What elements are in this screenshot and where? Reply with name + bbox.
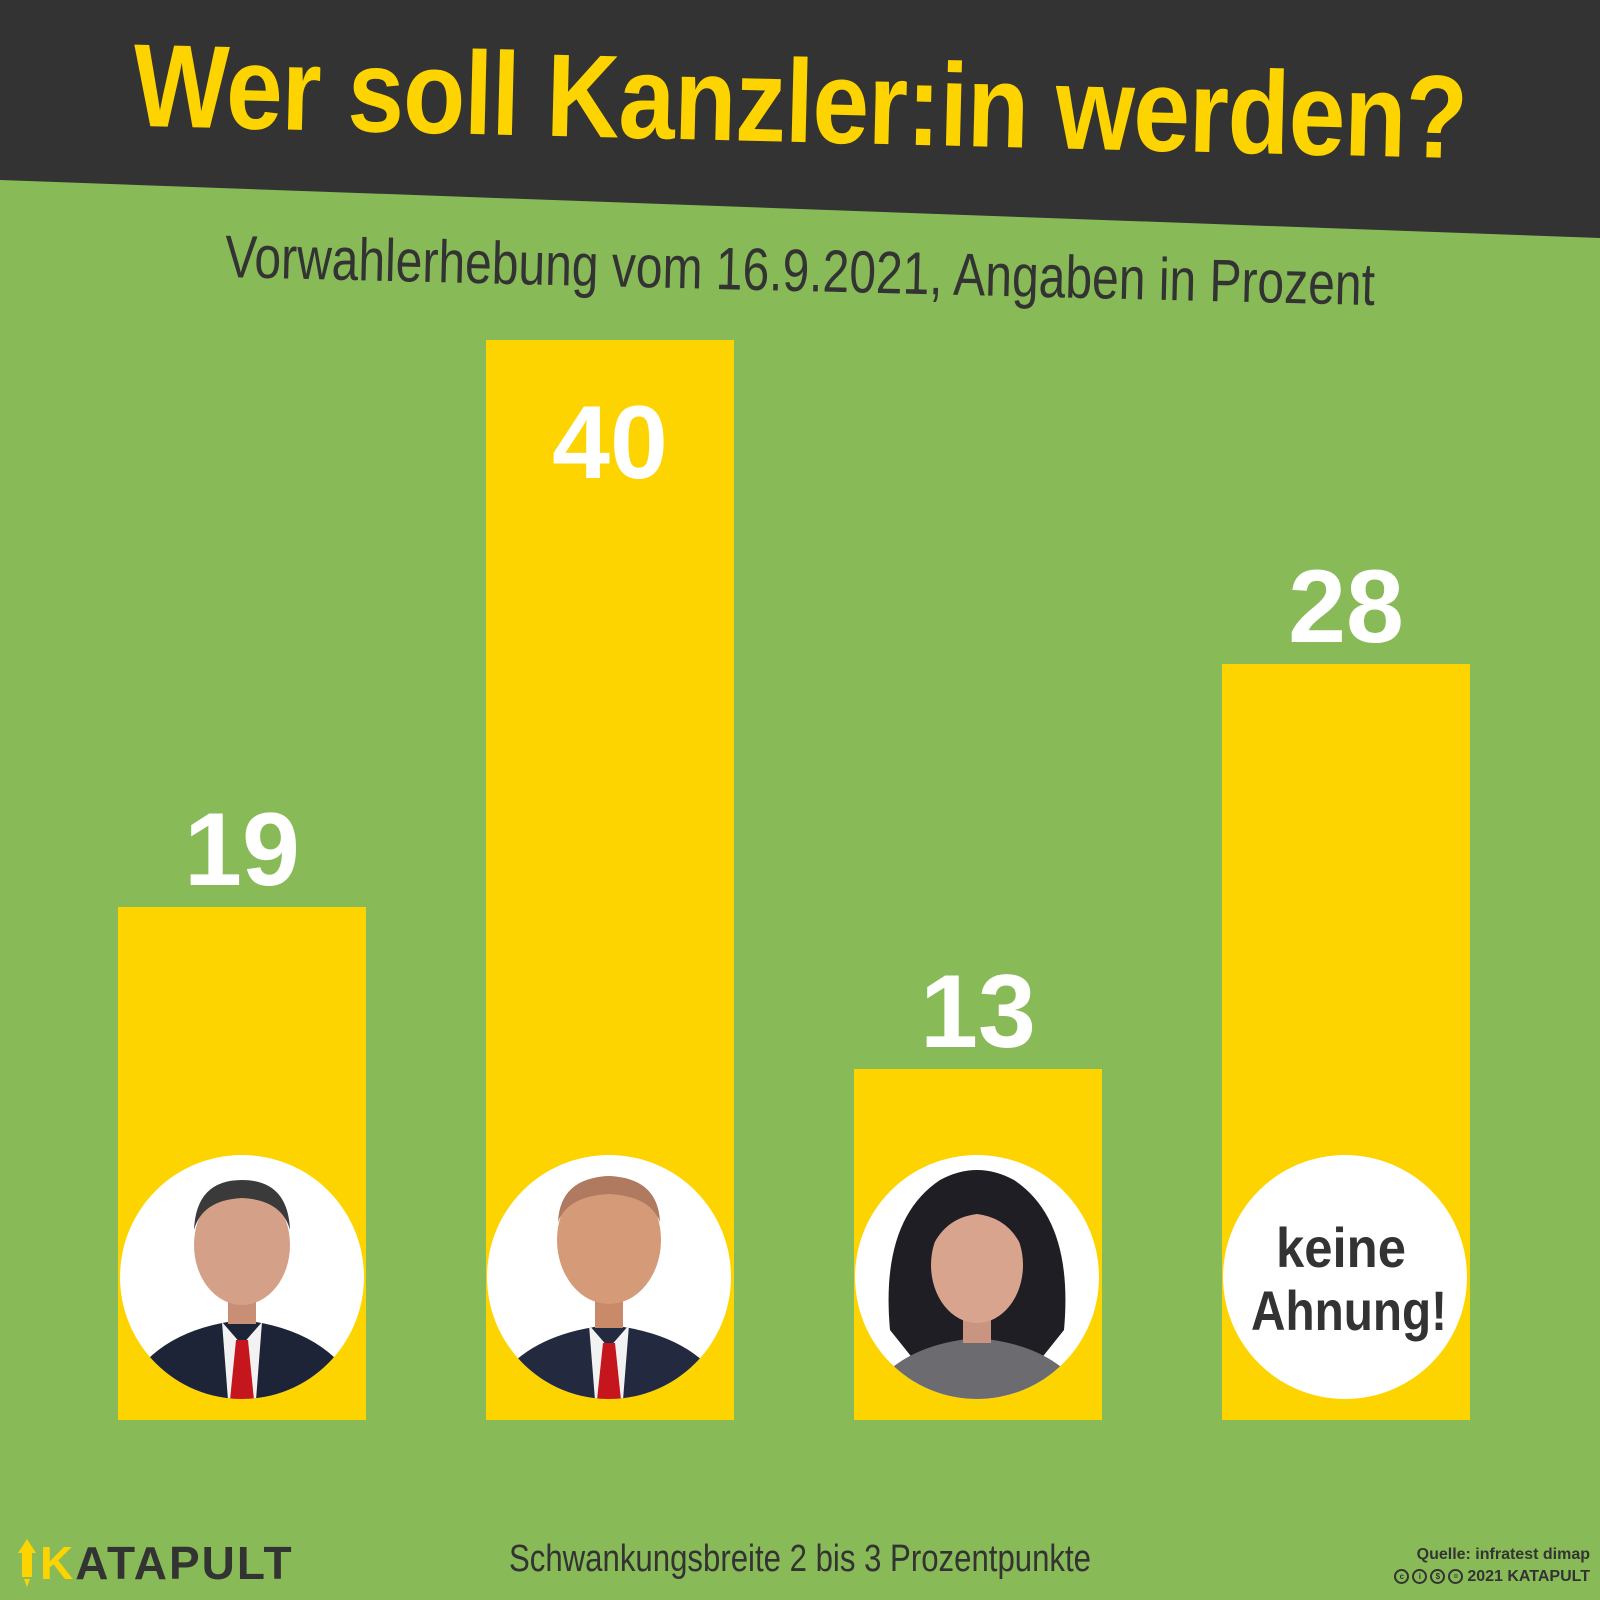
bar-value-label-2: 40 — [552, 385, 668, 501]
katapult-logo: KATAPULT — [14, 1535, 294, 1591]
candidate-portrait-3 — [855, 1155, 1099, 1399]
credits: Quelle: infratest dimap c i $ = 2021 KATAPU… — [1394, 1544, 1590, 1588]
no-idea-line-1: keine — [1276, 1216, 1406, 1279]
bar-value-label-1: 19 — [184, 792, 300, 908]
candidate-portrait-1 — [120, 1155, 364, 1399]
candidate-portrait-2 — [487, 1155, 731, 1399]
rocket-icon — [18, 1539, 36, 1587]
bar-value-label-4: 28 — [1288, 549, 1404, 665]
source-text: Quelle: infratest dimap — [1416, 1546, 1590, 1563]
no-idea-badge: keine Ahnung! — [1223, 1155, 1467, 1399]
footnote: Schwankungsbreite 2 bis 3 Prozentpunkte — [508, 1538, 1092, 1580]
creative-commons-icon: c i $ = — [1394, 1569, 1464, 1585]
bar-value-label-3: 13 — [920, 954, 1036, 1070]
copyright-text: 2021 KATAPULT — [1467, 1568, 1590, 1585]
no-idea-line-2: Ahnung! — [1251, 1279, 1447, 1342]
copyright-line: c i $ = 2021 KATAPULT — [1394, 1566, 1590, 1588]
header-band — [0, 0, 1600, 238]
